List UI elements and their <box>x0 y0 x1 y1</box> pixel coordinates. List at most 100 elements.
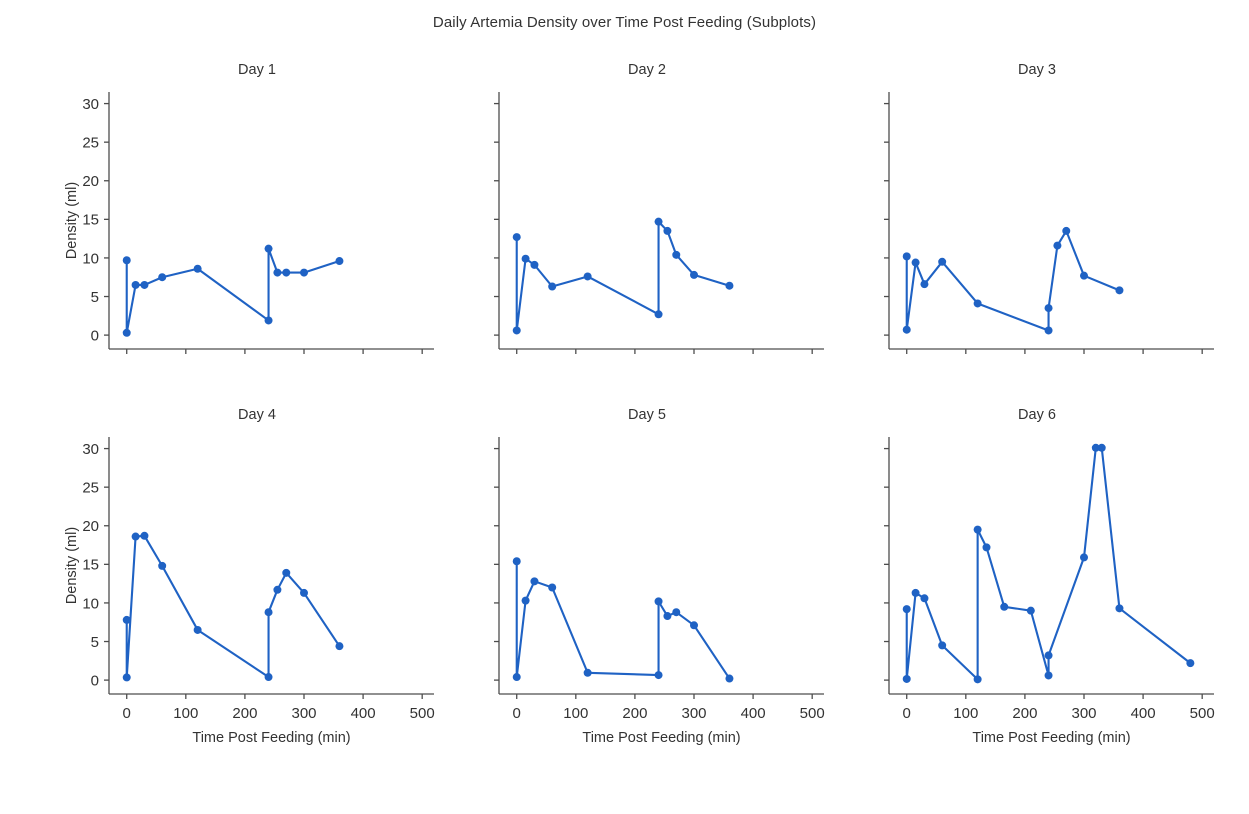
y-tick-label: 0 <box>91 328 99 345</box>
data-point-marker <box>1000 602 1009 611</box>
data-point-marker <box>583 272 592 281</box>
data-series-line <box>125 247 341 334</box>
data-point-marker <box>300 268 308 277</box>
data-series-line <box>905 229 1121 332</box>
data-point-marker <box>902 325 911 334</box>
plot-area-day-2 <box>494 92 824 354</box>
x-tick-label: 500 <box>410 705 435 722</box>
data-point-marker <box>690 270 698 279</box>
data-point-marker <box>654 217 663 226</box>
data-point-marker <box>131 532 140 541</box>
data-point-marker <box>512 557 521 566</box>
data-point-marker <box>654 597 663 606</box>
data-point-marker <box>273 268 282 277</box>
data-point-marker <box>938 257 947 266</box>
data-point-marker <box>158 561 167 570</box>
data-point-marker <box>973 299 982 308</box>
x-tick-label: 500 <box>1190 705 1215 722</box>
x-tick-label: 300 <box>681 705 706 722</box>
data-point-marker <box>122 328 131 337</box>
data-point-marker <box>1080 271 1088 280</box>
data-series-line <box>515 560 731 680</box>
x-tick-label: 100 <box>953 705 978 722</box>
plot-area-day-1: 0 5 10 15 20 25 30 Density (ml) <box>64 92 434 354</box>
x-tick-label: 0 <box>123 705 131 722</box>
data-point-marker <box>902 674 911 683</box>
y-tick-label: 15 <box>82 212 99 229</box>
data-point-marker <box>725 281 734 290</box>
subplot-day-5: Day 5 0 100 200 300 400 500 Time Post Feeding … <box>452 407 842 752</box>
data-point-marker <box>264 608 273 617</box>
data-point-marker <box>663 226 672 235</box>
y-tick-label: 20 <box>82 173 99 190</box>
data-point-marker <box>938 641 947 650</box>
data-point-marker <box>264 673 273 682</box>
y-tick-label: 10 <box>82 250 99 267</box>
subplot-title-day-1: Day 1 <box>238 62 276 78</box>
x-tick-label: 400 <box>1131 705 1156 722</box>
y-tick-label: 15 <box>82 557 99 574</box>
y-tick-label: 5 <box>91 289 99 306</box>
subplot-day-3: Day 3 <box>842 62 1232 407</box>
subplot-title-day-5: Day 5 <box>628 407 666 423</box>
data-point-marker <box>140 531 149 540</box>
data-point-marker <box>1044 304 1053 313</box>
subplot-day-2: Day 2 <box>452 62 842 407</box>
x-axis-label: Time Post Feeding (min) <box>192 730 350 746</box>
y-tick-label: 0 <box>91 673 99 690</box>
x-tick-label: 300 <box>291 705 316 722</box>
plot-area-day-5: 0 100 200 300 400 500 Time Post Feeding (min) <box>494 437 825 746</box>
y-tick-label: 25 <box>82 135 99 152</box>
data-point-marker <box>512 673 521 682</box>
data-point-marker <box>902 605 911 614</box>
x-tick-label: 400 <box>351 705 376 722</box>
y-axis-label: Density (ml) <box>64 182 80 259</box>
subplot-day-4: Day 4 0 5 10 15 20 25 30 0 100 200 300 400 500 Time P… <box>62 407 452 752</box>
y-tick-label: 30 <box>82 96 99 113</box>
data-point-marker <box>1062 226 1071 235</box>
data-point-marker <box>982 543 991 552</box>
y-tick-label: 5 <box>91 634 99 651</box>
data-series-line <box>125 534 341 679</box>
data-point-marker <box>920 280 929 289</box>
figure-title: Daily Artemia Density over Time Post Fee… <box>432 14 817 31</box>
data-point-marker <box>1026 606 1035 615</box>
x-tick-label: 100 <box>563 705 588 722</box>
subplot-title-day-6: Day 6 <box>1018 407 1056 423</box>
data-point-marker <box>122 673 131 682</box>
data-point-marker <box>1115 286 1124 295</box>
data-point-marker <box>548 583 557 592</box>
data-point-marker <box>973 675 982 684</box>
plot-area-day-6: 0 100 200 300 400 500 Time Post Feeding (min) <box>884 437 1215 746</box>
data-point-marker <box>1097 443 1106 452</box>
data-series-line <box>515 220 731 332</box>
data-point-marker <box>264 244 273 253</box>
data-point-marker <box>725 674 734 683</box>
data-point-marker <box>911 588 920 597</box>
data-point-marker <box>335 257 344 266</box>
x-tick-label: 400 <box>741 705 766 722</box>
x-tick-label: 200 <box>232 705 257 722</box>
data-point-marker <box>193 264 202 273</box>
data-point-marker <box>548 282 557 291</box>
data-point-marker <box>654 310 663 319</box>
data-point-marker <box>158 273 167 282</box>
data-point-marker <box>902 252 911 261</box>
data-point-marker <box>122 256 131 265</box>
data-point-marker <box>672 608 681 617</box>
x-tick-label: 100 <box>173 705 198 722</box>
plot-area-day-3 <box>884 92 1214 354</box>
y-axis-label: Density (ml) <box>64 527 80 604</box>
data-point-marker <box>672 250 681 259</box>
y-tick-label: 20 <box>82 518 99 535</box>
data-point-marker <box>654 671 663 680</box>
data-point-marker <box>335 642 344 651</box>
data-point-marker <box>131 280 140 289</box>
data-point-marker <box>1080 553 1088 562</box>
data-point-marker <box>690 621 698 630</box>
x-axis-label: Time Post Feeding (min) <box>972 730 1130 746</box>
subplot-day-1: Day 1 0 5 10 15 20 25 30 Density (ml) <box>62 62 452 407</box>
data-point-marker <box>512 233 521 242</box>
data-point-marker <box>1044 651 1053 660</box>
